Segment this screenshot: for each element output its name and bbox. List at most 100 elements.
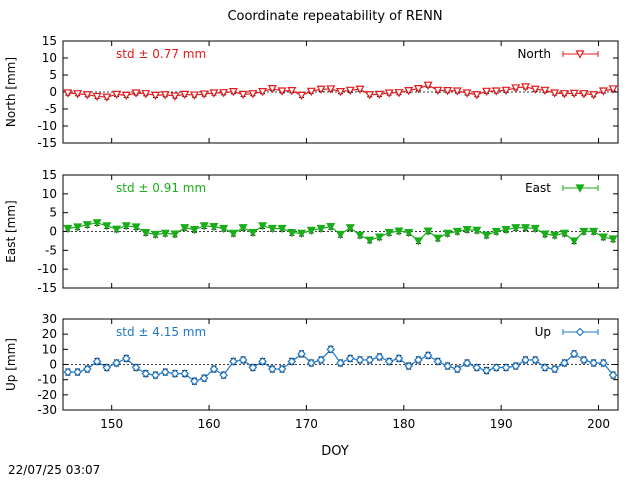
data-point xyxy=(589,91,599,100)
data-point xyxy=(209,89,219,98)
data-point xyxy=(530,355,540,365)
x-axis-label: DOY xyxy=(321,444,349,459)
y-tick-label: 10 xyxy=(42,51,57,65)
data-point xyxy=(199,222,209,231)
data-point xyxy=(452,87,462,96)
data-point xyxy=(73,223,83,232)
data-point xyxy=(462,89,472,98)
data-point xyxy=(579,227,589,237)
data-point xyxy=(297,91,307,101)
std-label: std ± 0.91 mm xyxy=(116,181,206,195)
data-point xyxy=(511,361,521,371)
y-tick-label: 10 xyxy=(42,342,57,356)
data-point xyxy=(277,224,287,234)
data-point xyxy=(228,229,238,239)
data-point xyxy=(82,364,92,374)
data-point xyxy=(608,85,618,94)
data-point xyxy=(63,89,73,98)
data-point xyxy=(131,89,141,98)
data-point xyxy=(599,358,608,368)
data-point xyxy=(491,227,501,237)
data-point xyxy=(462,226,472,235)
data-point xyxy=(482,87,492,97)
data-point xyxy=(219,370,229,380)
data-point xyxy=(423,351,433,360)
data-point xyxy=(384,89,394,98)
data-point xyxy=(258,222,268,231)
data-point xyxy=(316,224,326,234)
data-point xyxy=(92,219,102,228)
data-point xyxy=(219,89,229,98)
chart-title: Coordinate repeatability of RENN xyxy=(227,9,442,24)
data-point xyxy=(277,364,287,374)
data-point xyxy=(189,226,199,235)
data-point xyxy=(462,358,472,368)
data-point xyxy=(209,223,219,232)
data-point xyxy=(63,367,73,377)
y-tick-label: 30 xyxy=(42,312,57,326)
y-tick-label: -15 xyxy=(37,136,57,150)
data-point xyxy=(229,357,238,366)
data-point xyxy=(550,231,560,241)
panel-north: 15 10 5 0 -5 -10 -15 North [mm] std ± 0.77 mm Nor… xyxy=(4,34,619,150)
data-point xyxy=(180,224,190,233)
timestamp: 22/07/25 03:07 xyxy=(8,463,100,477)
data-point xyxy=(443,229,453,239)
data-point xyxy=(559,90,569,99)
x-tick-label: 170 xyxy=(295,417,318,431)
data-point xyxy=(306,358,316,368)
data-point xyxy=(335,230,346,240)
data-point xyxy=(209,364,219,374)
x-tick-label: 160 xyxy=(198,417,221,431)
data-point xyxy=(92,357,102,366)
data-point xyxy=(335,88,346,97)
data-point xyxy=(491,363,501,372)
y-tick-label: 10 xyxy=(42,187,57,201)
data-point xyxy=(82,91,92,100)
data-point xyxy=(199,90,209,99)
data-point xyxy=(102,93,112,102)
data-point xyxy=(112,358,121,368)
data-point xyxy=(365,236,375,245)
data-point xyxy=(413,84,423,94)
data-point xyxy=(433,357,443,366)
data-point xyxy=(73,367,82,377)
y-axis-label: East [mm] xyxy=(4,200,18,262)
data-point xyxy=(443,361,452,371)
data-point xyxy=(598,87,608,96)
data-point xyxy=(287,87,297,96)
data-point xyxy=(501,363,511,372)
data-point xyxy=(433,86,443,96)
data-point xyxy=(102,363,112,372)
y-tick-label: 0 xyxy=(49,225,57,239)
panel-east: 15 10 5 0 -5 -10 -15 East [mm] std ± 0.91 mm East xyxy=(4,168,619,295)
data-point xyxy=(560,358,569,368)
y-tick-label: -20 xyxy=(37,388,57,402)
data-point xyxy=(394,354,404,363)
data-point xyxy=(121,91,131,101)
data-point xyxy=(404,87,414,96)
data-point xyxy=(180,90,190,100)
data-point xyxy=(189,91,199,100)
y-tick-label: 15 xyxy=(42,34,57,48)
y-tick-label: 15 xyxy=(42,168,57,182)
y-tick-label: -10 xyxy=(37,119,57,133)
data-point xyxy=(160,367,170,377)
data-point xyxy=(170,92,180,101)
data-point xyxy=(336,358,345,368)
data-point xyxy=(550,89,560,98)
data-point xyxy=(569,349,579,359)
data-point xyxy=(394,89,404,98)
y-axis-label: Up [mm] xyxy=(4,338,18,391)
data-point xyxy=(199,373,209,383)
data-point xyxy=(423,81,433,90)
data-point xyxy=(141,369,151,378)
data-point xyxy=(238,90,248,100)
data-point xyxy=(345,224,355,233)
data-point xyxy=(404,229,414,238)
data-point xyxy=(190,376,199,386)
data-point xyxy=(355,231,365,241)
data-point xyxy=(491,87,501,96)
